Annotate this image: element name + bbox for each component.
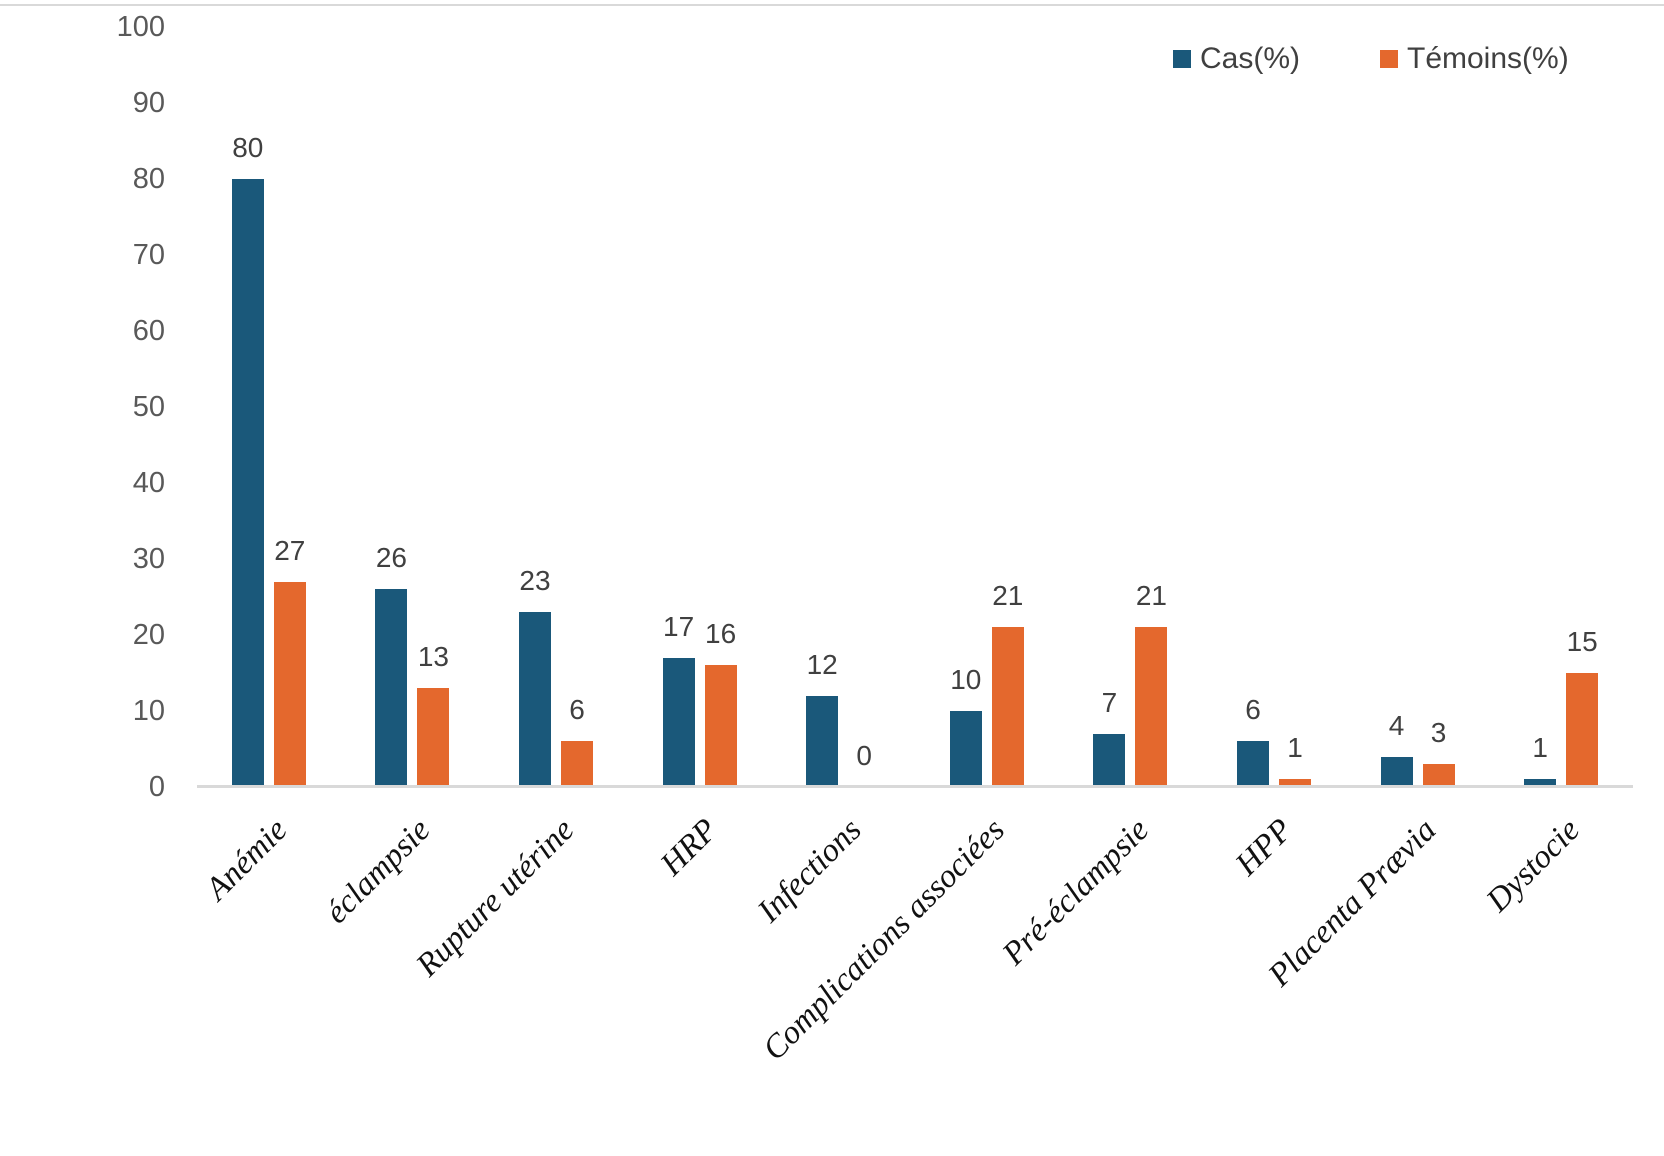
legend-label-cas: Cas(%) (1200, 42, 1301, 75)
category-label: Dystocie (1479, 812, 1587, 920)
y-axis-tick-label: 50 (132, 391, 165, 423)
legend-swatch-cas-icon (1173, 50, 1191, 68)
bar-cas (231, 179, 264, 787)
category-label: HPP (1228, 812, 1300, 883)
bar-cas (949, 711, 982, 787)
bar-value-label: 17 (663, 610, 695, 642)
bar-value-label: 21 (992, 580, 1024, 612)
bar-value-label: 1 (1287, 732, 1303, 764)
category-label: Infections (751, 812, 869, 930)
y-axis-tick-label: 100 (116, 11, 165, 43)
bar-value-label: 27 (274, 534, 306, 566)
bar-value-label: 12 (806, 648, 838, 680)
bar-temoins (1566, 673, 1599, 787)
legend-item-temoins: Témoins(%) (1380, 42, 1569, 76)
bar-value-label: 3 (1430, 717, 1447, 749)
bar-cas (1093, 733, 1126, 787)
bar-value-label: 15 (1566, 626, 1598, 657)
y-axis-tick-label: 90 (132, 87, 165, 119)
bar-value-label: 6 (569, 694, 585, 726)
bar-value-label: 23 (519, 565, 551, 597)
x-axis-line (197, 785, 1633, 788)
legend-item-cas: Cas(%) (1173, 42, 1300, 76)
bar-value-label: 26 (375, 542, 407, 574)
chart-top-border (0, 4, 1664, 6)
bar-cas (1524, 779, 1557, 787)
bar-value-label: 7 (1101, 686, 1118, 718)
bar-cas (806, 695, 839, 787)
y-axis-tick-label: 60 (132, 315, 165, 347)
category-label: HRP (654, 812, 726, 883)
category-label: Pré-éclampsie (995, 812, 1156, 973)
y-axis-tick-label: 70 (132, 239, 165, 271)
bar-temoins (1135, 627, 1168, 787)
bar-value-label: 16 (705, 618, 737, 650)
bar-temoins (1279, 779, 1311, 787)
bar-cas (1380, 756, 1413, 787)
bar-value-label: 0 (856, 740, 872, 771)
bar-temoins (1422, 764, 1455, 787)
y-axis-tick-label: 0 (148, 771, 165, 803)
category-label: Anémie (198, 812, 295, 908)
y-axis-tick-label: 80 (132, 163, 165, 195)
bar-value-label: 21 (1135, 580, 1167, 612)
bar-temoins (273, 581, 306, 787)
category-label: éclampsie (319, 812, 438, 931)
category-label: Complications associées (756, 812, 1013, 1068)
bar-value-label: 4 (1388, 709, 1405, 741)
legend-swatch-temoins-icon (1380, 50, 1398, 68)
bar-cas (662, 657, 695, 787)
bar-value-label: 1 (1532, 732, 1548, 764)
y-axis-tick-label: 10 (132, 695, 165, 727)
legend-label-temoins: Témoins(%) (1407, 42, 1569, 75)
bar-cas (519, 612, 551, 787)
bar-temoins (417, 688, 450, 787)
bar-cas (375, 589, 408, 787)
bar-value-label: 13 (417, 641, 449, 673)
y-axis-tick-label: 30 (132, 543, 165, 575)
bar-temoins (561, 741, 593, 787)
bar-value-label: 6 (1245, 694, 1261, 726)
bar-temoins (704, 665, 737, 787)
y-axis-tick-label: 20 (132, 619, 165, 651)
bar-value-label: 80 (232, 132, 264, 163)
bar-cas (1237, 741, 1269, 787)
y-axis-tick-label: 40 (132, 467, 165, 499)
bar-temoins (991, 627, 1024, 787)
bar-value-label: 10 (950, 664, 982, 695)
